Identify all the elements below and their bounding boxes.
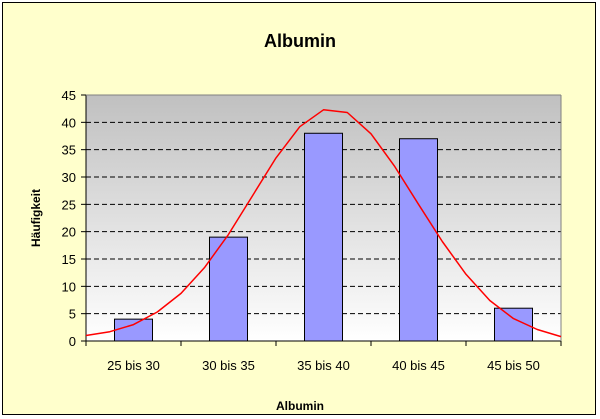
y-tick-label: 40 — [62, 115, 76, 130]
y-tick-label: 15 — [62, 252, 76, 267]
y-tick-label: 45 — [62, 88, 76, 103]
x-tick-label: 45 bis 50 — [487, 358, 540, 373]
chart-title: Albumin — [264, 31, 336, 51]
y-tick-label: 25 — [62, 197, 76, 212]
x-tick-label: 40 bis 45 — [392, 358, 445, 373]
y-tick-label: 5 — [69, 307, 76, 322]
x-tick-labels: 25 bis 30 30 bis 35 35 bis 40 40 bis 45 45 b… — [107, 358, 540, 373]
axes — [81, 94, 562, 346]
bar-0 — [114, 318, 153, 342]
x-tick-label: 25 bis 30 — [107, 358, 160, 373]
bar-2 — [304, 132, 343, 342]
y-tick-label: 10 — [62, 279, 76, 294]
y-tick-label: 30 — [62, 170, 76, 185]
y-tick-label: 20 — [62, 225, 76, 240]
x-tick-label: 30 bis 35 — [202, 358, 255, 373]
y-tick-label: 35 — [62, 143, 76, 158]
y-axis-title: Häufigkeit — [29, 189, 43, 247]
x-tick-label: 35 bis 40 — [297, 358, 350, 373]
y-tick-label: 0 — [69, 334, 76, 349]
y-tick-labels: 0 5 10 15 20 25 30 35 40 45 — [62, 88, 76, 349]
bar-3 — [399, 138, 438, 342]
fit-curve-group — [85, 109, 562, 338]
bars — [114, 132, 533, 342]
x-axis-title: Albumin — [276, 399, 324, 413]
fit-curve — [85, 109, 562, 338]
